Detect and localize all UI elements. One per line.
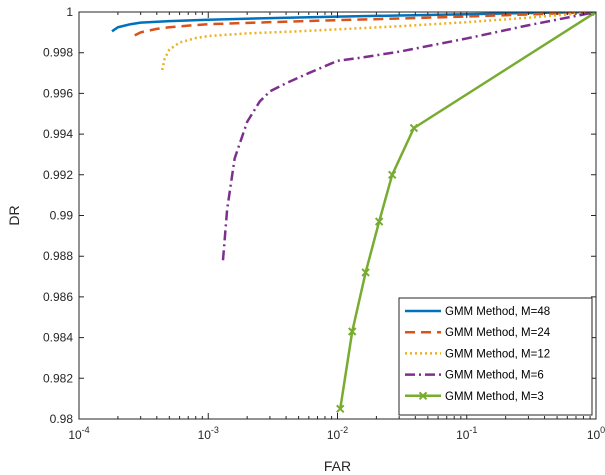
- x-tick-label: 10-2: [327, 425, 348, 442]
- x-tick-label: 10-4: [68, 425, 89, 442]
- series-line-2: [134, 12, 596, 37]
- y-tick-label: 1: [66, 5, 73, 19]
- legend-label: GMM Method, M=3: [445, 391, 544, 403]
- data-point-marker: [409, 123, 419, 133]
- legend-label: GMM Method, M=6: [445, 370, 544, 382]
- series-layer: [111, 12, 596, 414]
- y-tick-label: 0.992: [43, 168, 73, 182]
- legend: GMM Method, M=48 GMM Method, M=24 GMM Meth…: [398, 297, 593, 416]
- y-tick-label: 0.998: [43, 46, 73, 60]
- legend-label: GMM Method, M=12: [445, 348, 550, 360]
- data-point-marker: [387, 170, 397, 180]
- x-tick-label: 10-1: [456, 425, 477, 442]
- y-axis-label: DR: [6, 205, 22, 225]
- y-tick-label: 0.984: [43, 331, 73, 345]
- series-line-4: [221, 12, 596, 261]
- x-tick-label: 100: [587, 425, 605, 442]
- legend-label: GMM Method, M=24: [445, 327, 551, 339]
- data-point-marker: [348, 327, 357, 336]
- y-tick-label: 0.986: [43, 290, 73, 304]
- y-tick-label: 0.996: [43, 86, 73, 100]
- data-point-marker: [591, 12, 596, 17]
- x-axis-label: FAR: [324, 458, 351, 474]
- data-point-marker: [374, 217, 384, 226]
- series-line-3: [160, 12, 596, 71]
- y-tick-label: 0.99: [50, 209, 74, 223]
- x-tick-label: 10-3: [198, 425, 219, 442]
- y-tick-label: 0.98: [50, 412, 74, 426]
- data-point-marker: [361, 268, 370, 277]
- y-tick-label: 0.988: [43, 249, 73, 263]
- legend-marker: [418, 391, 428, 401]
- y-tick-label: 0.982: [43, 371, 73, 385]
- series-line-1: [111, 12, 596, 33]
- y-tick-label: 0.994: [43, 127, 73, 141]
- legend-label: GMM Method, M=48: [445, 306, 550, 318]
- data-point-marker: [336, 404, 345, 414]
